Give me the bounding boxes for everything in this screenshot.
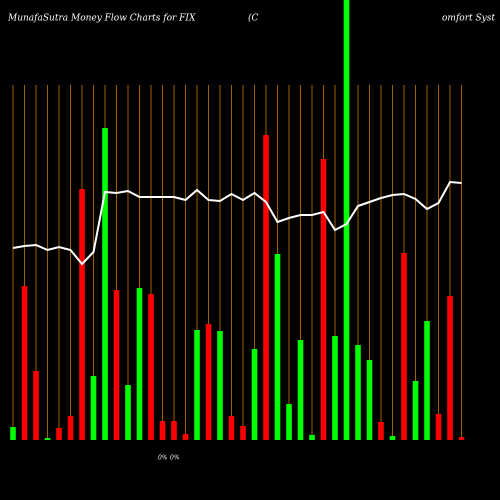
chart-title: MunafaSutra Money Flow Charts for FIX — [7, 14, 196, 24]
bar — [263, 135, 269, 440]
bar — [458, 437, 465, 440]
bar — [389, 436, 396, 440]
bar — [332, 336, 338, 440]
bar — [286, 404, 292, 440]
bar — [424, 321, 430, 440]
bar — [274, 254, 281, 440]
bar — [125, 385, 131, 440]
bar — [67, 416, 74, 440]
chart-subtitle: omfort Syst — [442, 14, 495, 24]
bar — [194, 330, 200, 440]
bar — [205, 324, 212, 440]
bar — [251, 349, 258, 440]
annotation: 0% — [170, 455, 180, 462]
bar — [240, 426, 246, 440]
bar — [355, 345, 361, 440]
bar — [217, 331, 223, 440]
bar — [182, 434, 189, 440]
bar — [297, 340, 304, 440]
bar — [148, 294, 154, 440]
bar — [90, 376, 97, 440]
bar — [309, 435, 315, 440]
bar — [435, 414, 442, 440]
bar — [228, 416, 235, 440]
bar — [401, 253, 407, 440]
bar — [378, 422, 384, 440]
bar — [79, 189, 85, 440]
bar — [102, 128, 108, 440]
bar — [447, 296, 453, 440]
bar — [159, 421, 166, 440]
bar — [44, 438, 51, 440]
bar — [10, 427, 16, 440]
bar — [21, 286, 28, 440]
bar — [136, 288, 143, 440]
bar — [113, 290, 120, 440]
bar — [56, 428, 62, 440]
chart-subtitle: (C — [248, 13, 259, 24]
bar — [33, 371, 39, 440]
bar — [343, 0, 350, 440]
bar — [171, 421, 177, 440]
bar — [366, 360, 373, 440]
annotation: 0% — [158, 455, 168, 462]
money-flow-line — [12, 180, 462, 266]
bar — [412, 381, 419, 440]
bar — [320, 159, 327, 440]
